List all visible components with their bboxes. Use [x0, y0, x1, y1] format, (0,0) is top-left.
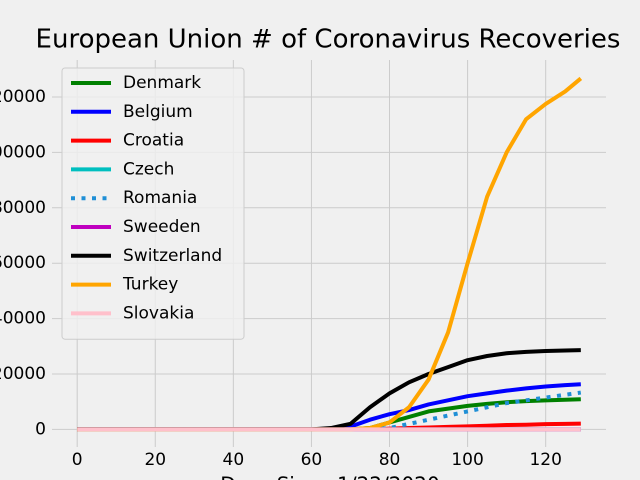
legend: Denmark Belgium Croatia Czech Romania Sweeden… [61, 67, 245, 340]
x-tick-label: 40 [223, 450, 245, 470]
legend-label: Turkey [122, 275, 178, 295]
y-tick-label: 120000 [0, 87, 46, 107]
x-tick-label: 20 [144, 450, 166, 470]
legend-label: Romania [123, 188, 197, 208]
y-tick-label: 100000 [0, 142, 46, 162]
x-tick-label: 100 [451, 450, 483, 470]
legend-box [61, 67, 245, 340]
legend-label: Belgium [123, 102, 193, 122]
y-tick-label: 20000 [0, 364, 46, 384]
y-tick-label: 0 [35, 419, 46, 439]
x-tick-label: 80 [379, 450, 401, 470]
x-tick-label: 60 [301, 450, 323, 470]
legend-label: Denmark [123, 73, 201, 93]
legend-label: Czech [123, 159, 174, 179]
y-tick-label: 40000 [0, 309, 46, 329]
x-axis-label: Days Since 1/22/2020 [220, 473, 439, 480]
legend-label: Sweeden [123, 217, 201, 237]
legend-label: Slovakia [123, 303, 194, 323]
y-tick-label: 60000 [0, 253, 46, 273]
legend-label: Switzerland [123, 246, 222, 266]
y-tick-label: 80000 [0, 198, 46, 218]
x-tick-label: 120 [529, 450, 561, 470]
x-tick-label: 0 [72, 450, 83, 470]
legend-label: Croatia [123, 131, 184, 151]
chart-title: European Union # of Coronavirus Recoveri… [36, 25, 621, 55]
